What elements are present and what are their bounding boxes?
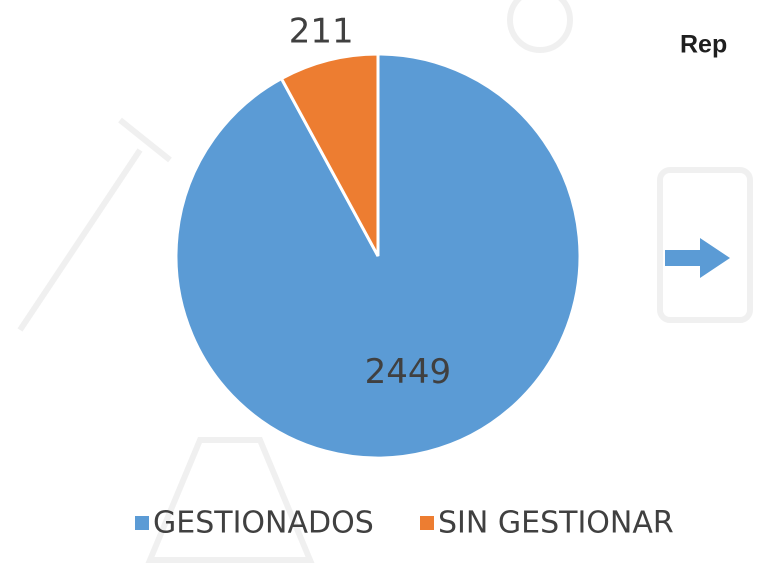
data-label: 2449 [365,352,452,392]
legend-label: GESTIONADOS [153,506,374,541]
data-label: 211 [289,11,354,51]
legend-label: SIN GESTIONAR [438,506,674,541]
legend-swatch [420,516,434,530]
slide-heading: Rep [680,31,727,59]
slide: Rep 2449 211 GESTIONADOS SIN GESTIONAR [0,0,757,571]
legend-swatch [135,516,149,530]
